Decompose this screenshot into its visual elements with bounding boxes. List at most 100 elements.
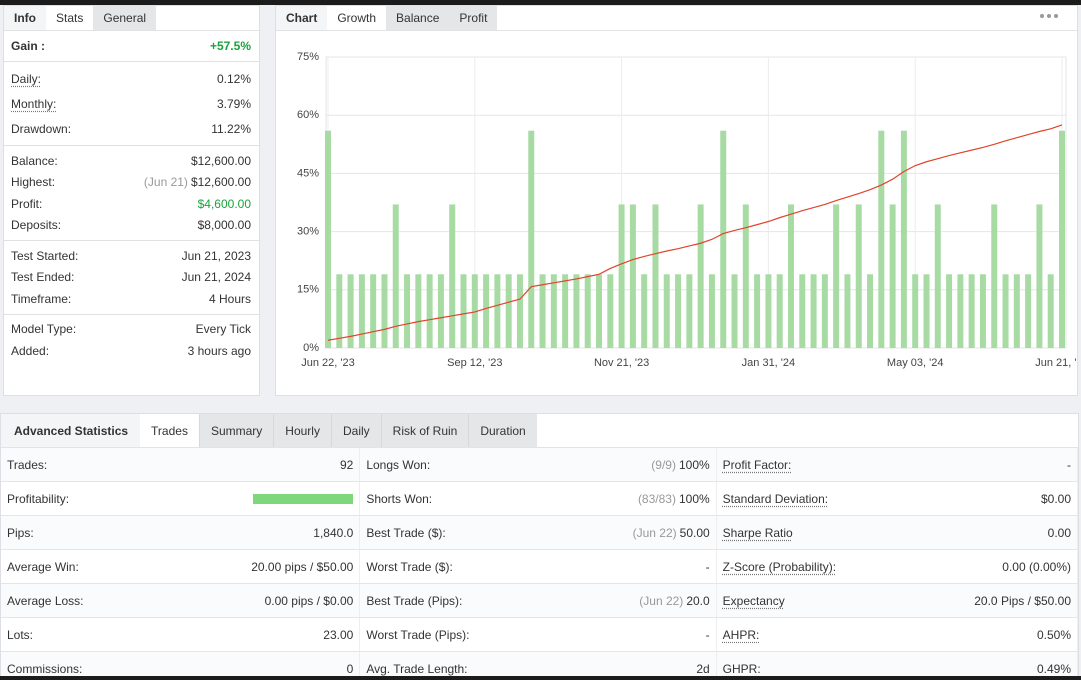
cell-value: 0.49%: [1036, 661, 1071, 676]
bar: [1036, 204, 1043, 348]
bar: [878, 130, 885, 348]
cell-label: Pips:: [7, 525, 34, 540]
bar: [663, 274, 670, 348]
tab[interactable]: Risk of Ruin: [380, 414, 469, 447]
stat-label: Model Type:: [11, 322, 77, 337]
table-cell: Profitability:: [1, 482, 361, 515]
stat-label: Timeframe:: [11, 291, 72, 306]
stats-row: Highest: (Jun 21) $12,600.00: [11, 172, 251, 194]
tab-bar: Chart Growth Balance Profit: [276, 6, 1077, 31]
stats-group: Balance: $12,600.00 Highest: (Jun 21) $12,60…: [4, 146, 259, 241]
stats-group: Model Type: Every Tick Added: 3 hours ago: [4, 315, 259, 366]
tab[interactable]: Growth: [337, 11, 377, 25]
growth-line: [327, 124, 1063, 341]
cell-note: (9/9): [651, 457, 676, 472]
cell-label: Sharpe Ratio: [722, 525, 793, 540]
cell-value: 92: [339, 457, 354, 472]
table-cell: Pips: 1,840.0: [1, 516, 361, 549]
stat-note: (Jun 21): [143, 175, 188, 190]
cell-value: 20.0 Pips / $50.00: [974, 593, 1071, 608]
cell-note: (83/83): [637, 491, 676, 506]
bar: [528, 130, 535, 348]
tab[interactable]: General: [93, 6, 157, 30]
table-cell: AHPR: 0.50%: [717, 618, 1078, 651]
cell-label: Expectancy: [722, 593, 785, 608]
bar: [325, 130, 331, 348]
table-cell: Best Trade ($): (Jun 22) 50.00: [360, 516, 717, 549]
stats-group: Test Started: Jun 21, 2023 Test Ended: Jun …: [4, 241, 259, 315]
stat-label: Balance:: [11, 153, 58, 168]
y-tick-label: 75%: [297, 51, 319, 63]
stat-label: Added:: [11, 343, 50, 358]
cell-label: Profit Factor:: [722, 457, 792, 472]
bar: [923, 274, 930, 348]
tab[interactable]: Duration: [468, 414, 537, 447]
advanced-panel: Advanced Statistics Trades Summary Hourly Da…: [0, 413, 1079, 680]
cell-label: Average Win:: [7, 559, 79, 574]
bar: [754, 274, 761, 348]
table-row: Average Loss: 0.00 pips / $0.00 Best Trade…: [1, 584, 1078, 618]
bar: [799, 274, 806, 348]
tab[interactable]: Hourly: [273, 414, 331, 447]
top-strip: [0, 0, 1081, 5]
bar: [426, 274, 433, 348]
stats-row: Test Started: Jun 21, 2023: [11, 245, 251, 267]
bar: [855, 204, 862, 348]
stat-value: 11.22%: [211, 121, 251, 136]
bar: [404, 274, 411, 348]
stat-value: Jun 21, 2024: [181, 270, 251, 285]
table-cell: GHPR: 0.49%: [717, 652, 1078, 679]
x-tick-label: Jun 22, '23: [301, 357, 354, 369]
stat-label: Drawdown:: [11, 121, 72, 136]
bar: [776, 274, 783, 348]
cell-label: AHPR:: [722, 627, 760, 642]
tab-bar: Advanced Statistics Trades Summary Hourly Da…: [1, 414, 1078, 448]
stat-label: Test Ended:: [11, 270, 75, 285]
bar: [370, 274, 377, 348]
stat-value: 4 Hours: [208, 291, 251, 306]
cell-label: Lots:: [7, 627, 34, 642]
bar: [494, 274, 501, 348]
tab-bar: Info Stats General: [4, 6, 259, 31]
bar: [934, 204, 941, 348]
cell-label: Commissions:: [7, 661, 83, 676]
cell-value: $0.00: [1040, 491, 1071, 506]
table-cell: Avg. Trade Length: 2d: [360, 652, 717, 679]
bar: [991, 204, 998, 348]
stat-label: Daily:: [11, 71, 42, 86]
stats-row: Test Ended: Jun 21, 2024: [11, 267, 251, 289]
x-tick-label: Jun 21, '24: [1035, 357, 1078, 369]
tab[interactable]: Profit: [449, 6, 498, 30]
table-cell: Best Trade (Pips): (Jun 22) 20.0: [360, 584, 717, 617]
menu-icon[interactable]: [1037, 12, 1067, 24]
tab[interactable]: Daily: [330, 414, 381, 447]
cell-value: 0.00 pips / $0.00: [264, 593, 354, 608]
profitability-bar: [253, 493, 354, 504]
table-cell: Worst Trade (Pips): -: [360, 618, 717, 651]
cell-value: 23.00: [323, 627, 354, 642]
tab[interactable]: Summary: [198, 414, 274, 447]
bar: [1002, 274, 1009, 348]
bar: [900, 130, 907, 348]
stats-table: Trades: 92 Longs Won: (9/9) 100% Profit Facto…: [1, 448, 1078, 679]
tab[interactable]: Trades: [151, 423, 188, 438]
bar: [652, 204, 659, 348]
tab[interactable]: Stats: [56, 11, 84, 25]
y-tick-label: 60%: [297, 109, 319, 121]
bar: [516, 274, 523, 348]
bar: [889, 204, 896, 348]
plot-area: [325, 56, 1067, 349]
cell-value: 100%: [678, 491, 710, 506]
chart: 0% 15% 30% 45% 60% 75% Jun 22, '23 Sep 12, '23 N…: [297, 51, 1078, 369]
bar: [573, 274, 580, 348]
cell-label: Longs Won:: [366, 457, 431, 472]
tab[interactable]: Balance: [386, 6, 450, 30]
stat-label: Highest:: [11, 175, 56, 190]
stats-row: Profit: $4,600.00: [11, 193, 251, 215]
stats-row: Balance: $12,600.00: [11, 150, 251, 172]
cell-value: 2d: [696, 661, 710, 676]
x-tick-label: May 03, '24: [887, 357, 944, 369]
bar: [697, 204, 704, 348]
stat-value: $12,600.00: [190, 175, 251, 190]
bar: [392, 204, 399, 348]
